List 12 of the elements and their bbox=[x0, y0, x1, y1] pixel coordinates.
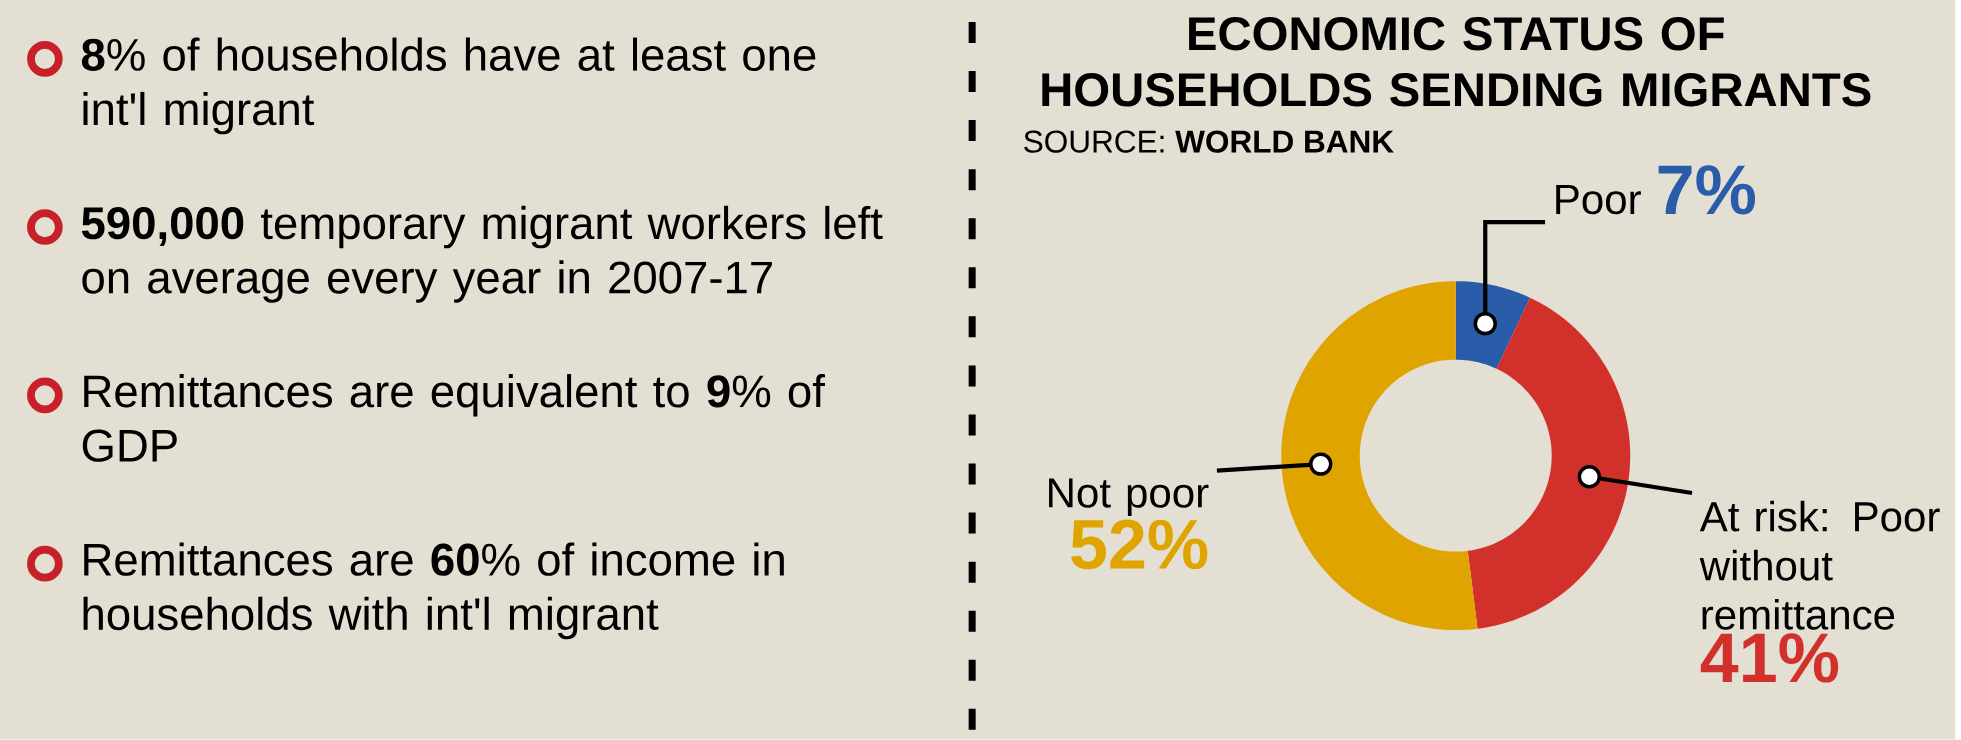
text: Remittances are equivalent to 9% of GDP bbox=[82, 374, 825, 462]
slice-label: Poor bbox=[1556, 185, 1641, 215]
slice-label: At risk: Poor without remittance bbox=[1699, 500, 1940, 630]
text: 590,000 temporary migrant workers left on average every year in 2007-17 bbox=[81, 205, 883, 303]
chart-title: ECONOMIC STATUS OF HOUSEHOLDS SENDING MIGRANTS bbox=[1042, 17, 1871, 107]
data-label: 7% bbox=[1658, 165, 1756, 215]
source-note: SOURCE: WORLD BANK bbox=[1024, 130, 1394, 153]
data-label: 41% bbox=[1700, 633, 1839, 683]
data-label: 52% bbox=[1071, 519, 1208, 570]
slice-label: Not poor bbox=[1049, 478, 1209, 517]
text: 8% of households have at least one int'l migrant bbox=[81, 37, 816, 135]
text: Remittances are 60% of income in households with int'l migrant bbox=[83, 542, 784, 640]
